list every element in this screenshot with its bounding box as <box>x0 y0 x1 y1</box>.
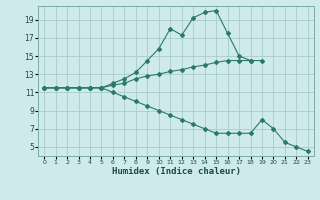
X-axis label: Humidex (Indice chaleur): Humidex (Indice chaleur) <box>111 167 241 176</box>
